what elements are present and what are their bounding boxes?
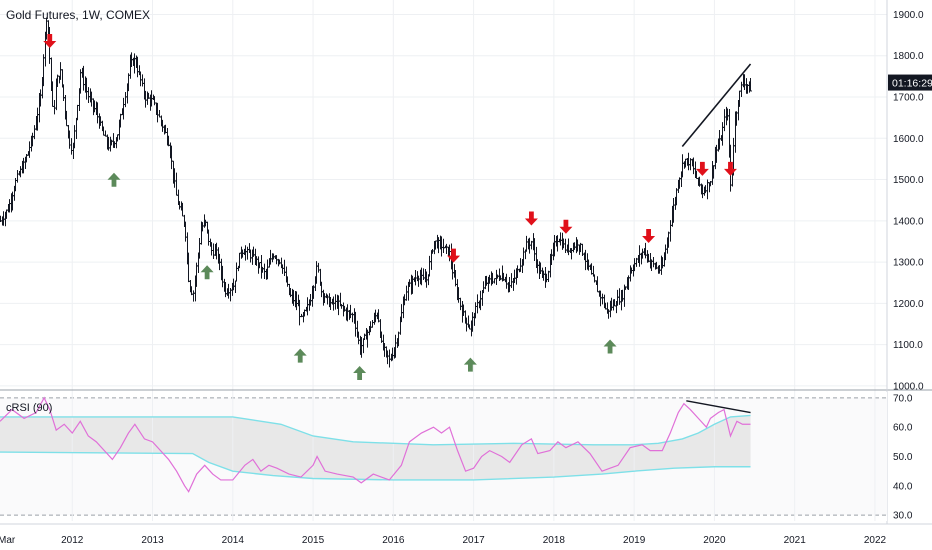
trendline (681, 63, 752, 148)
chart-title: Gold Futures, 1W, COMEX (6, 8, 151, 22)
rsi-tick-label: 40.0 (893, 481, 913, 492)
price-tick-label: 1100.0 (893, 340, 923, 351)
green-up-arrow-icon (107, 172, 121, 187)
green-up-arrow-icon (293, 348, 307, 363)
red-down-arrow-icon (524, 211, 538, 226)
red-down-arrow-icon (559, 219, 573, 234)
rsi-tick-label: 50.0 (893, 452, 913, 463)
time-tick-label: 2021 (784, 535, 807, 546)
rsi-tick-label: 60.0 (893, 423, 913, 434)
price-tick-label: 1000.0 (893, 381, 924, 392)
time-tick-label: 2013 (141, 535, 164, 546)
price-tick-label: 1200.0 (893, 299, 924, 310)
time-tick-label: 2022 (864, 535, 887, 546)
red-down-arrow-icon (447, 248, 461, 263)
price-tick-label: 1500.0 (893, 175, 924, 186)
time-tick-label: 2019 (623, 535, 646, 546)
time-tick-label: 2020 (703, 535, 726, 546)
time-tick-label: 2012 (61, 535, 84, 546)
red-down-arrow-icon (695, 161, 709, 176)
price-badge-label: 01:16:29 (892, 78, 932, 90)
time-tick-label: Mar (0, 535, 16, 546)
divergence-line (686, 400, 751, 414)
time-tick-label: 2017 (462, 535, 485, 546)
price-tick-label: 1400.0 (893, 216, 924, 227)
time-tick-label: 2016 (382, 535, 405, 546)
crsi-line (0, 396, 751, 493)
rsi-tick-label: 30.0 (893, 511, 913, 522)
lower-band-line (0, 451, 751, 481)
price-tick-label: 1600.0 (893, 134, 924, 145)
time-tick-label: 2014 (222, 535, 245, 546)
green-up-arrow-icon (353, 366, 367, 380)
price-tick-label: 1300.0 (893, 258, 924, 269)
rsi-tick-label: 70.0 (893, 393, 913, 404)
red-down-arrow-icon (642, 229, 656, 244)
indicator-label: cRSI (90) (6, 402, 53, 414)
upper-band-line (0, 414, 751, 446)
red-down-arrow-icon (43, 33, 57, 48)
green-up-arrow-icon (603, 339, 617, 354)
price-badge (888, 74, 932, 91)
price-tick-label: 1900.0 (893, 10, 924, 21)
price-tick-label: 1800.0 (893, 51, 924, 62)
band-fill (0, 415, 751, 480)
price-tick-label: 1700.0 (893, 93, 924, 104)
time-tick-label: 2015 (302, 535, 325, 546)
red-down-arrow-icon (723, 161, 737, 176)
green-up-arrow-icon (200, 265, 214, 280)
green-up-arrow-icon (463, 357, 477, 372)
time-tick-label: 2018 (543, 535, 566, 546)
